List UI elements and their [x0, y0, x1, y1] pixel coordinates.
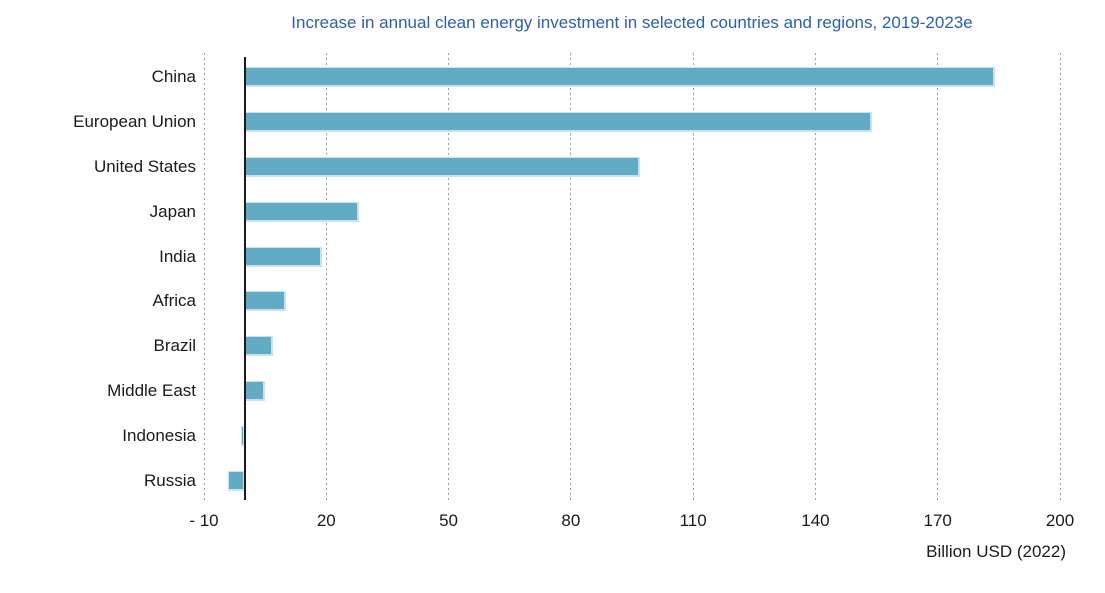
category-label-india: India	[159, 246, 196, 266]
category-label-china: China	[151, 67, 196, 87]
plot-area	[203, 53, 1061, 503]
tick-label-170: 170	[923, 511, 952, 530]
gridline-110	[692, 53, 694, 503]
bar-russia	[228, 470, 245, 491]
bar-china	[244, 67, 995, 88]
x-tick-labels: - 10 20 50 80 110 140 170 200	[189, 511, 1074, 535]
gridline-140	[814, 53, 816, 503]
category-label-japan: Japan	[149, 201, 196, 221]
bar-united-states	[244, 157, 641, 177]
zero-axis-line	[243, 57, 246, 500]
bar-indonesia	[240, 425, 245, 446]
gridline--10	[203, 53, 205, 503]
category-labels: China European Union United States Japan Ind…	[0, 55, 196, 503]
bar-india	[244, 246, 323, 267]
tick-label--10: - 10	[189, 511, 219, 530]
gridline-170	[937, 53, 939, 503]
gridline-200	[1059, 53, 1061, 503]
bar-middle-east	[244, 381, 266, 401]
tick-label-80: 80	[561, 511, 581, 530]
chart-title: Increase in annual clean energy investme…	[291, 13, 973, 32]
bar-european-union	[244, 112, 873, 133]
category-label-brazil: Brazil	[153, 336, 196, 356]
x-axis-label: Billion USD (2022)	[926, 542, 1066, 561]
bar-brazil	[244, 336, 274, 357]
category-label-indonesia: Indonesia	[122, 425, 196, 445]
tick-label-20: 20	[316, 511, 336, 530]
bar-japan	[244, 201, 359, 222]
tick-label-140: 140	[801, 511, 830, 530]
tick-label-50: 50	[439, 511, 459, 530]
gridline-20	[325, 53, 327, 503]
gridline-50	[448, 53, 450, 503]
category-label-united-states: United States	[93, 156, 196, 176]
category-label-european-union: European Union	[73, 112, 196, 132]
category-label-middle-east: Middle East	[107, 380, 196, 400]
bar-africa	[244, 291, 286, 312]
category-label-russia: Russia	[144, 470, 196, 490]
tick-label-200: 200	[1045, 511, 1075, 530]
tick-label-110: 110	[679, 511, 707, 530]
gridline-80	[570, 53, 572, 503]
category-label-africa: Africa	[152, 291, 196, 311]
